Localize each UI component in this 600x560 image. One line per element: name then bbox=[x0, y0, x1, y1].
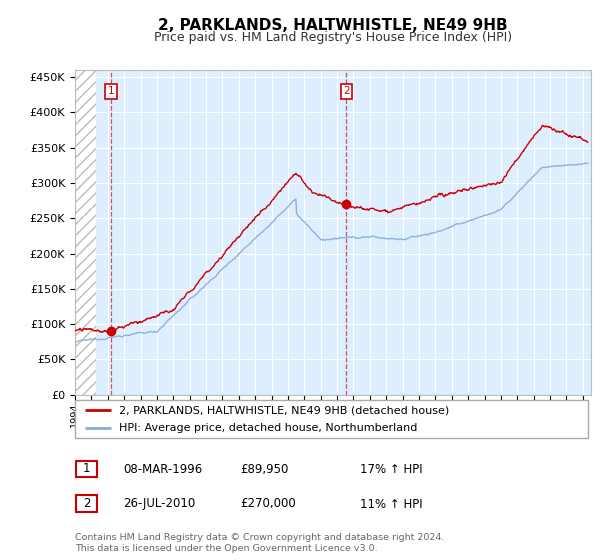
Text: Contains HM Land Registry data © Crown copyright and database right 2024.
This d: Contains HM Land Registry data © Crown c… bbox=[75, 533, 445, 553]
Text: 2, PARKLANDS, HALTWHISTLE, NE49 9HB (detached house): 2, PARKLANDS, HALTWHISTLE, NE49 9HB (det… bbox=[119, 405, 449, 415]
Text: 11% ↑ HPI: 11% ↑ HPI bbox=[360, 497, 422, 511]
Text: 2, PARKLANDS, HALTWHISTLE, NE49 9HB: 2, PARKLANDS, HALTWHISTLE, NE49 9HB bbox=[158, 18, 508, 33]
Text: Price paid vs. HM Land Registry's House Price Index (HPI): Price paid vs. HM Land Registry's House … bbox=[154, 31, 512, 44]
Text: 08-MAR-1996: 08-MAR-1996 bbox=[123, 463, 202, 476]
Text: 2: 2 bbox=[343, 86, 350, 96]
Text: £270,000: £270,000 bbox=[240, 497, 296, 511]
Text: 1: 1 bbox=[83, 463, 90, 475]
Bar bbox=[75, 70, 96, 395]
Text: 17% ↑ HPI: 17% ↑ HPI bbox=[360, 463, 422, 476]
Text: 1: 1 bbox=[107, 86, 114, 96]
Text: £89,950: £89,950 bbox=[240, 463, 289, 476]
Text: HPI: Average price, detached house, Northumberland: HPI: Average price, detached house, Nort… bbox=[119, 423, 417, 433]
Text: 26-JUL-2010: 26-JUL-2010 bbox=[123, 497, 195, 511]
Text: 2: 2 bbox=[83, 497, 90, 510]
